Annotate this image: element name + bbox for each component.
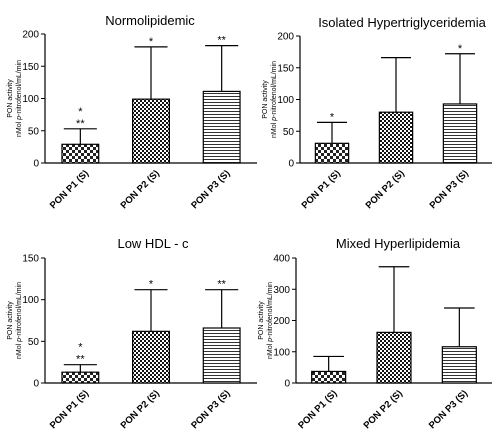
y-tick-label: 100 (22, 295, 39, 306)
x-tick-label: PON P3 (S) (189, 388, 232, 431)
chart-panel-2: Isolated Hypertriglyceridemia 0 50 100 150 20… (262, 15, 492, 211)
x-tick-label: PON P3 (S) (189, 168, 232, 211)
chart-panel-4: Mixed Hyperlipidemia 0 100 200 300 400 PON act… (258, 236, 492, 431)
y-axis-label: PON activity (7, 79, 14, 118)
significance-marker: ** (217, 279, 226, 291)
y-units-prefix: nMol (271, 121, 278, 138)
y-units-prefix: nMol (16, 120, 23, 137)
y-tick-label: 100 (277, 95, 294, 106)
bar (311, 370, 347, 384)
bar (61, 371, 100, 384)
x-tick-label: PON P1 (S) (48, 168, 91, 211)
bar (441, 346, 477, 384)
significance-marker: * (78, 342, 83, 354)
chart-title: Mixed Hyperlipidemia (336, 236, 461, 251)
y-units-italic: p (16, 116, 23, 121)
significance-marker: * (78, 106, 83, 118)
y-tick-label: 150 (22, 254, 39, 265)
y-tick-label: 100 (273, 347, 290, 358)
y-units-prefix: nMol (267, 342, 274, 359)
x-tick-label: PON P2 (S) (364, 168, 407, 211)
chart-title: Isolated Hypertriglyceridemia (318, 15, 486, 30)
y-units-suffix: -nitrofenol/mL/min (267, 282, 274, 338)
x-tick-label: PON P1 (S) (296, 388, 339, 431)
y-tick-label: 200 (22, 30, 39, 41)
bar (61, 143, 100, 164)
y-tick-label: 50 (28, 126, 40, 137)
y-tick-label: 0 (284, 379, 290, 390)
y-units-suffix: -nitrofenol/mL/min (16, 60, 23, 116)
y-axis-label-units: nMol p-nitrofenol/mL/min (271, 61, 278, 138)
bar (202, 327, 241, 384)
chart-title: Low HDL - c (117, 236, 189, 251)
y-axis-label-units: nMol p-nitrofenol/mL/min (16, 60, 23, 137)
y-tick-label: 0 (288, 159, 294, 170)
bar (376, 331, 412, 384)
x-tick-label: PON P1 (S) (48, 388, 91, 431)
chart-title: Normolipidemic (105, 13, 195, 28)
y-axis-label: PON activity (262, 80, 269, 119)
significance-marker: ** (76, 118, 85, 130)
bar (132, 98, 170, 164)
bar (442, 103, 478, 164)
y-units-prefix: nMol (16, 342, 23, 359)
significance-marker: * (458, 43, 463, 55)
x-tick-label: PON P3 (S) (427, 388, 470, 431)
y-tick-label: 50 (283, 127, 295, 138)
significance-marker: ** (217, 35, 226, 47)
x-tick-label: PON P3 (S) (428, 168, 471, 211)
y-tick-label: 0 (33, 379, 39, 390)
y-tick-label: 200 (277, 32, 294, 43)
y-units-suffix: -nitrofenol/mL/min (271, 61, 278, 117)
x-tick-label: PON P2 (S) (119, 168, 162, 211)
significance-marker: * (149, 279, 154, 291)
y-tick-label: 50 (28, 337, 40, 348)
y-axis-label: PON activity (7, 301, 14, 340)
y-tick-label: 150 (22, 62, 39, 73)
chart-panel-1: Normolipidemic 0 50 100 150 200 PON activitynM… (7, 13, 257, 211)
x-tick-label: PON P2 (S) (362, 388, 405, 431)
significance-marker: * (149, 36, 154, 48)
y-units-italic: p (271, 117, 278, 122)
y-tick-label: 300 (273, 285, 290, 296)
y-tick-label: 200 (273, 316, 290, 327)
bar (314, 142, 350, 164)
significance-marker: ** (76, 354, 85, 366)
y-tick-label: 0 (33, 159, 39, 170)
y-units-italic: p (267, 338, 274, 343)
x-tick-label: PON P1 (S) (300, 168, 343, 211)
y-tick-label: 150 (277, 63, 294, 74)
y-units-italic: p (16, 338, 23, 343)
y-axis-label: PON activity (258, 301, 265, 340)
y-axis-label-units: nMol p-nitrofenol/mL/min (16, 282, 23, 359)
y-axis-label-units: nMol p-nitrofenol/mL/min (267, 282, 274, 359)
y-units-suffix: -nitrofenol/mL/min (16, 282, 23, 338)
significance-marker: * (330, 111, 335, 123)
x-tick-label: PON P2 (S) (119, 388, 162, 431)
y-tick-label: 100 (22, 94, 39, 105)
bar (202, 90, 241, 164)
y-tick-label: 400 (273, 254, 290, 265)
bar (132, 330, 170, 384)
bar (378, 111, 414, 164)
